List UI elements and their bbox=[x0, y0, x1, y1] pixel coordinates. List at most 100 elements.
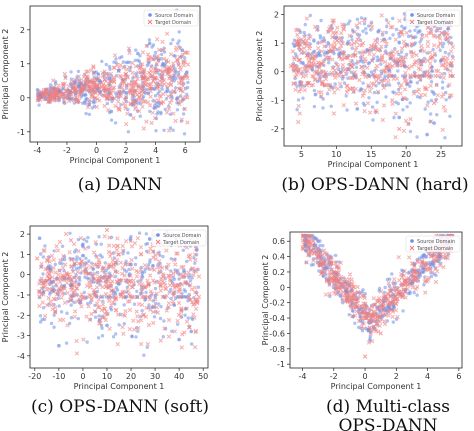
target-point bbox=[301, 38, 306, 44]
source-point bbox=[167, 104, 171, 108]
target-point bbox=[167, 100, 173, 105]
target-point bbox=[369, 25, 375, 30]
target-point bbox=[361, 68, 366, 74]
target-point bbox=[79, 292, 84, 297]
target-point bbox=[355, 37, 360, 42]
source-point bbox=[293, 52, 298, 56]
target-point bbox=[413, 286, 419, 292]
target-point bbox=[148, 307, 153, 312]
source-point bbox=[404, 52, 409, 57]
target-point bbox=[435, 34, 440, 40]
plot-frame bbox=[283, 5, 463, 147]
source-point bbox=[41, 306, 46, 310]
target-point bbox=[437, 36, 443, 41]
target-point bbox=[396, 255, 401, 260]
source-point bbox=[295, 84, 299, 88]
target-point bbox=[294, 72, 299, 78]
target-point bbox=[352, 301, 358, 306]
source-point bbox=[443, 71, 447, 76]
target-point bbox=[360, 51, 365, 56]
target-point bbox=[402, 87, 408, 92]
source-point bbox=[38, 314, 43, 318]
target-point bbox=[327, 83, 333, 88]
target-point bbox=[379, 13, 384, 18]
target-point bbox=[41, 292, 46, 297]
target-point bbox=[420, 259, 425, 264]
source-point bbox=[171, 128, 175, 132]
source-point bbox=[134, 256, 138, 260]
source-point bbox=[357, 325, 361, 330]
target-point bbox=[377, 319, 383, 324]
target-point bbox=[328, 46, 333, 51]
target-point bbox=[318, 261, 323, 267]
target-point bbox=[319, 269, 324, 274]
target-point bbox=[76, 261, 82, 266]
target-point bbox=[75, 275, 81, 281]
target-point bbox=[419, 43, 424, 49]
target-point bbox=[51, 265, 56, 270]
target-point bbox=[143, 294, 148, 300]
target-point bbox=[108, 254, 113, 259]
target-point bbox=[58, 258, 63, 263]
source-point bbox=[129, 234, 133, 239]
source-point bbox=[333, 82, 337, 86]
target-point bbox=[155, 58, 161, 63]
target-point bbox=[304, 260, 309, 265]
target-point bbox=[76, 74, 81, 79]
panel-caption: (c) OPS-DANN (soft) bbox=[31, 397, 209, 417]
source-point bbox=[362, 64, 367, 68]
source-point bbox=[92, 75, 96, 79]
target-point bbox=[156, 84, 162, 89]
source-point bbox=[193, 261, 197, 265]
target-point bbox=[132, 241, 138, 246]
source-point bbox=[384, 18, 389, 22]
target-point bbox=[63, 95, 68, 101]
target-point bbox=[132, 74, 137, 79]
source-point bbox=[312, 88, 317, 93]
target-point bbox=[180, 83, 186, 89]
target-point bbox=[103, 92, 108, 97]
source-point bbox=[109, 118, 114, 122]
series-point-source bbox=[177, 337, 181, 342]
target-point bbox=[80, 269, 85, 274]
target-point bbox=[410, 285, 415, 290]
target-point bbox=[86, 304, 91, 309]
target-point bbox=[36, 289, 42, 294]
target-point bbox=[355, 289, 361, 295]
series-point-target bbox=[116, 105, 121, 111]
target-point bbox=[409, 41, 414, 47]
target-point bbox=[53, 305, 58, 310]
source-point bbox=[143, 267, 147, 271]
target-point bbox=[144, 119, 149, 124]
legend-source-label: Source Domain bbox=[417, 239, 455, 245]
source-point bbox=[76, 316, 81, 321]
target-point bbox=[85, 80, 91, 85]
source-point bbox=[415, 293, 419, 297]
target-point bbox=[69, 257, 74, 262]
source-point bbox=[181, 112, 186, 116]
source-point bbox=[397, 52, 401, 57]
target-point bbox=[321, 59, 326, 64]
source-point bbox=[152, 87, 157, 92]
target-point bbox=[75, 299, 80, 304]
target-point bbox=[50, 275, 55, 280]
target-point bbox=[182, 106, 188, 112]
target-point bbox=[106, 107, 111, 113]
target-point bbox=[341, 27, 347, 32]
x-tick-label: 6 bbox=[456, 372, 461, 381]
source-point bbox=[183, 289, 188, 293]
target-point bbox=[379, 58, 384, 63]
source-point bbox=[295, 107, 299, 112]
y-tick-label: -0.8 bbox=[269, 345, 285, 354]
target-point bbox=[139, 93, 144, 98]
y-tick-label: 0 bbox=[20, 94, 25, 103]
target-point bbox=[447, 82, 452, 87]
series-point-source bbox=[128, 113, 133, 117]
target-point bbox=[344, 90, 349, 95]
target-point bbox=[139, 288, 144, 294]
source-point bbox=[41, 255, 46, 259]
target-point bbox=[133, 106, 138, 112]
target-point bbox=[164, 266, 170, 271]
target-point bbox=[440, 127, 445, 132]
source-point bbox=[52, 325, 56, 329]
